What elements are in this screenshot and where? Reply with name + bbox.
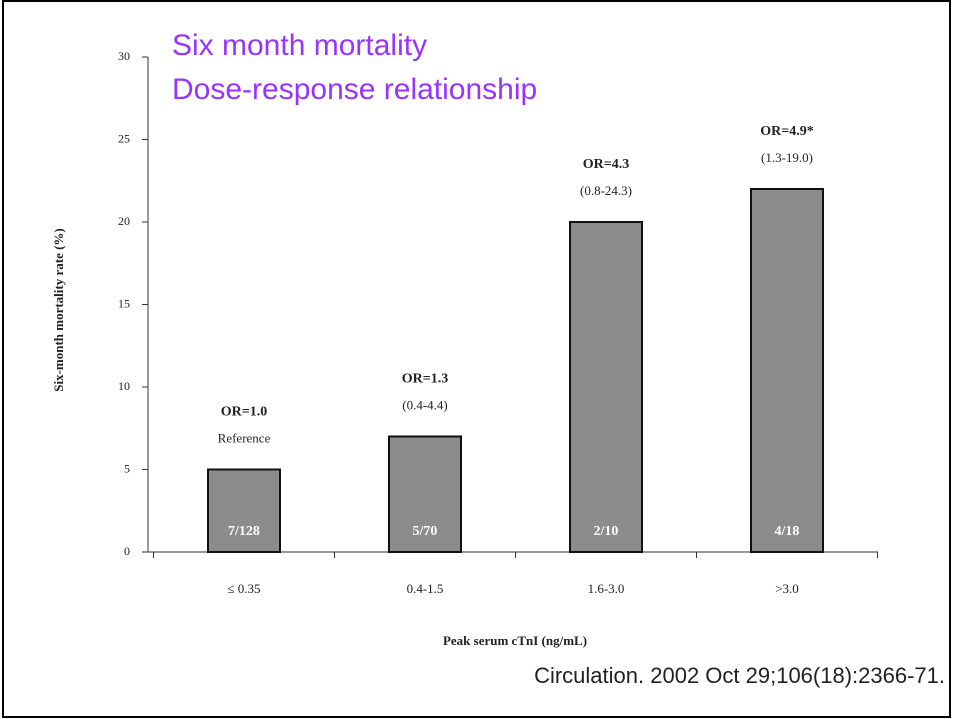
bar-label: 7/128 (228, 524, 260, 539)
odds-ratio: OR=1.3 (402, 372, 448, 387)
interval: Reference (218, 430, 271, 445)
odds-ratio: OR=4.3 (583, 157, 629, 172)
y-tick-label: 0 (124, 544, 130, 558)
chart-title: Six month mortality (172, 29, 427, 62)
bar (388, 435, 462, 553)
y-tick-label: 25 (118, 131, 130, 145)
y-tick-label: 10 (118, 379, 130, 393)
x-tick-label: >3.0 (775, 581, 799, 596)
bar (207, 468, 281, 553)
x-tick-label: ≤ 0.35 (227, 581, 260, 596)
y-axis-label: Six-month mortality rate (%) (51, 228, 66, 392)
y-tick-label: 5 (124, 461, 130, 475)
interval: (0.4-4.4) (402, 397, 448, 412)
y-tick-label: 30 (118, 49, 130, 63)
odds-ratio: OR=4.9* (760, 124, 813, 139)
y-tick-label: 15 (118, 296, 130, 310)
x-tick-label: 0.4-1.5 (407, 581, 444, 596)
x-tick-label: 1.6-3.0 (588, 581, 625, 596)
odds-ratio: OR=1.0 (221, 405, 267, 420)
chart-subtitle: Dose-response relationship (172, 73, 537, 106)
bar-label: 2/10 (594, 524, 619, 539)
bar (569, 221, 643, 553)
bar-label: 4/18 (775, 524, 800, 539)
citation: Circulation. 2002 Oct 29;106(18):2366-71… (534, 663, 945, 688)
x-axis-label: Peak serum cTnI (ng/mL) (443, 633, 587, 648)
bar (750, 188, 824, 553)
y-tick-label: 20 (118, 214, 130, 228)
bar-label: 5/70 (413, 524, 438, 539)
interval: (0.8-24.3) (580, 183, 632, 198)
interval: (1.3-19.0) (761, 150, 813, 165)
